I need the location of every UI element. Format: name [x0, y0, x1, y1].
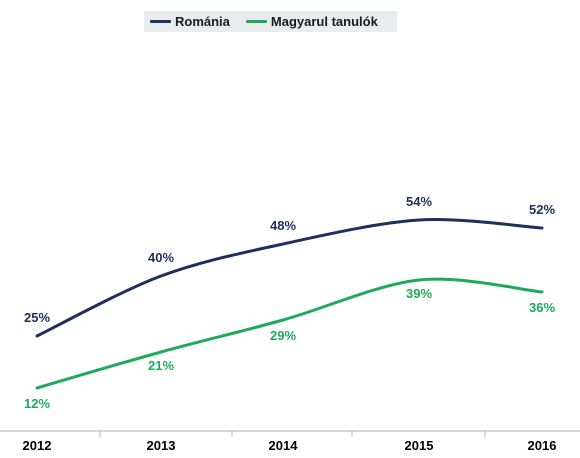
legend-label-magyarul: Magyarul tanulók	[270, 14, 378, 29]
legend-swatch-magyarul	[245, 20, 267, 23]
data-label: 40%	[148, 250, 174, 265]
data-label: 39%	[406, 286, 432, 301]
x-tick-label: 2015	[405, 438, 434, 453]
x-tick-label: 2014	[269, 438, 299, 453]
x-tick-label: 2012	[23, 438, 52, 453]
legend-swatch-romania	[150, 20, 171, 23]
data-label: 29%	[270, 328, 296, 343]
x-tick-label: 2013	[147, 438, 176, 453]
legend: Románia Magyarul tanulók	[144, 11, 397, 32]
legend-item-magyarul: Magyarul tanulók	[245, 14, 378, 29]
data-label: 21%	[148, 358, 174, 373]
data-label: 25%	[24, 310, 50, 325]
data-label: 52%	[529, 202, 555, 217]
data-label: 12%	[24, 396, 50, 411]
data-label: 54%	[406, 194, 432, 209]
data-label: 36%	[529, 300, 555, 315]
legend-item-romania: Románia	[150, 14, 230, 29]
x-tick-label: 2016	[528, 438, 557, 453]
data-label: 48%	[270, 218, 296, 233]
legend-label-romania: Románia	[175, 14, 230, 29]
